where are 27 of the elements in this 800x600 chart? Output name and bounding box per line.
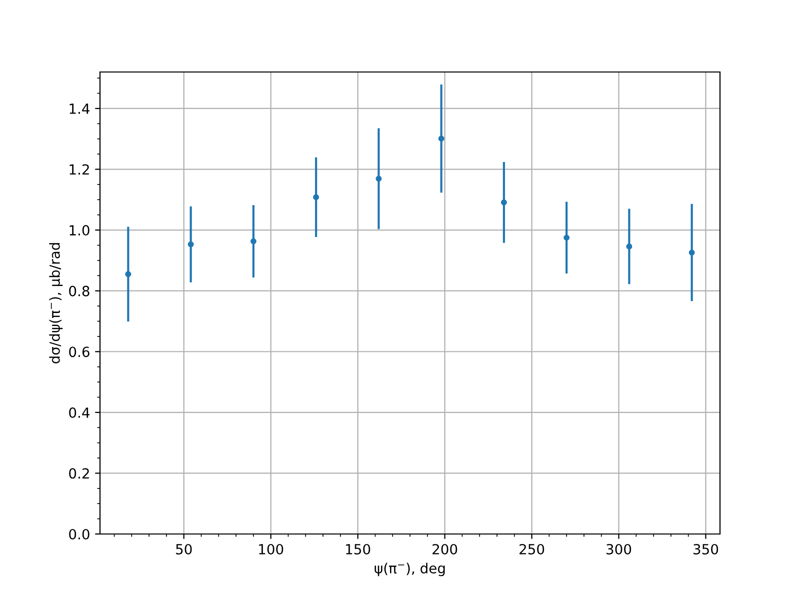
y-tick-label: 0.6 — [69, 346, 90, 358]
x-tick-label: 50 — [176, 544, 192, 554]
x-tick-label: 300 — [606, 544, 632, 554]
y-axis-title: dσ/dψ(π$^{−}$), μb/rad — [49, 243, 63, 364]
y-tick-label: 1.2 — [70, 164, 89, 175]
x-tick-label: 200 — [432, 544, 458, 554]
y-tick-label: 0.2 — [69, 468, 89, 479]
point — [688, 250, 695, 256]
x-tick-label: 150 — [346, 544, 370, 554]
x-axis-title: ψ(π$^{−}$), deg — [374, 562, 445, 576]
point — [626, 244, 632, 250]
point — [500, 199, 507, 206]
y-tick-label: 0.8 — [69, 286, 90, 296]
y-tick-label: 1.0 — [70, 225, 90, 236]
point — [438, 136, 444, 142]
point — [313, 194, 320, 200]
point — [250, 238, 256, 244]
y-tick-label: 0.0 — [69, 528, 90, 540]
x-tick-label: 250 — [520, 544, 544, 554]
point — [188, 241, 194, 248]
point — [376, 176, 382, 182]
point — [564, 234, 570, 241]
x-tick-label: 350 — [694, 544, 718, 554]
y-tick-label: 1.4 — [70, 104, 90, 114]
x-tick-label: 100 — [259, 544, 284, 554]
point — [125, 271, 132, 278]
y-tick-label: 0.4 — [69, 407, 90, 418]
